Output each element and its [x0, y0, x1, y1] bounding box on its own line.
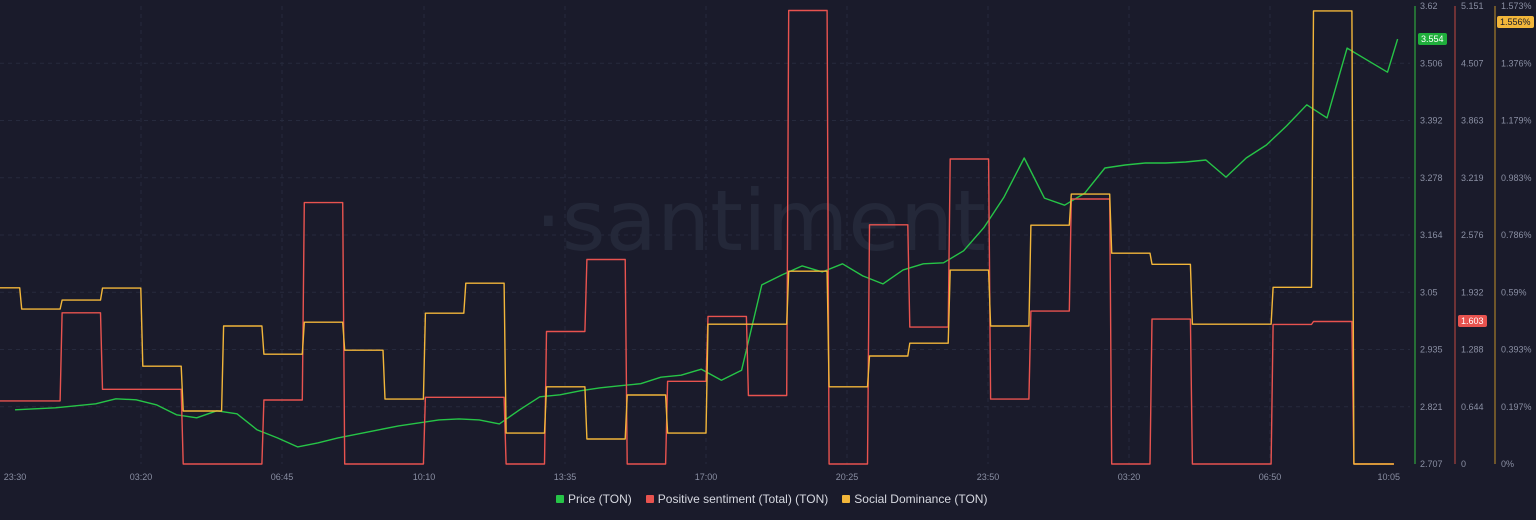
x-tick-label: 23:30	[4, 472, 27, 482]
price-y-tick-label: 2.707	[1420, 459, 1443, 469]
sentiment-last-value-badge: 1.603	[1458, 315, 1487, 327]
sentiment-y-tick-label: 1.932	[1461, 287, 1484, 297]
dominance-y-tick-label: 0.393%	[1501, 345, 1532, 355]
price-y-tick-label: 3.62	[1420, 1, 1438, 11]
santiment-watermark: ·santiment	[535, 172, 986, 270]
price-y-tick-label: 2.935	[1420, 345, 1443, 355]
dominance-y-tick-label: 1.376%	[1501, 58, 1532, 68]
dominance-y-tick-label: 0.59%	[1501, 287, 1527, 297]
x-tick-label: 06:45	[271, 472, 294, 482]
dominance-y-tick-label: 0.197%	[1501, 402, 1532, 412]
price-swatch-icon	[556, 495, 564, 503]
axes-layer: 23:30 03:20 06:45 10:10 13:35 17:00 20:25 23:50…	[4, 1, 1532, 482]
legend-label: Positive sentiment (Total) (TON)	[657, 492, 829, 506]
price-last-value-badge: 3.554	[1418, 33, 1447, 45]
legend-item-price[interactable]: Price (TON)	[556, 492, 632, 506]
x-tick-label: 03:20	[130, 472, 153, 482]
legend-item-sentiment[interactable]: Positive sentiment (Total) (TON)	[645, 492, 829, 506]
price-y-tick-label: 3.392	[1420, 116, 1443, 126]
dominance-y-tick-label: 0.983%	[1501, 173, 1532, 183]
legend: Price (TON) Positive sentiment (Total) (…	[556, 492, 987, 506]
sentiment-swatch-icon	[645, 495, 654, 503]
gridlines	[0, 6, 1410, 464]
sentiment-y-tick-label: 5.151	[1461, 1, 1484, 11]
legend-label: Price (TON)	[568, 492, 632, 506]
sentiment-series-line	[0, 9, 1394, 465]
price-y-tick-label: 3.05	[1420, 287, 1438, 297]
price-series-line	[14, 38, 1399, 448]
x-tick-label: 17:00	[695, 472, 718, 482]
x-tick-label: 03:20	[1118, 472, 1141, 482]
x-tick-label: 10:05	[1377, 472, 1400, 482]
legend-label: Social Dominance (TON)	[854, 492, 988, 506]
x-tick-label: 06:50	[1259, 472, 1282, 482]
sentiment-y-tick-label: 3.863	[1461, 116, 1484, 126]
series-layer	[0, 9, 1399, 465]
sentiment-y-tick-label: 1.288	[1461, 345, 1484, 355]
dominance-swatch-icon	[842, 495, 851, 503]
legend-item-dominance[interactable]: Social Dominance (TON)	[842, 492, 987, 506]
price-y-tick-label: 3.278	[1420, 173, 1443, 183]
dominance-series-line	[0, 10, 1394, 465]
price-y-tick-label: 3.164	[1420, 230, 1443, 240]
price-y-tick-label: 2.821	[1420, 402, 1443, 412]
sentiment-y-tick-label: 3.219	[1461, 173, 1484, 183]
chart-area: ·santiment 23:30 03:20 06:45 10:10 13:35 17:0…	[0, 1, 1532, 482]
x-tick-label: 23:50	[977, 472, 1000, 482]
x-tick-label: 10:10	[413, 472, 436, 482]
dominance-y-tick-label: 1.573%	[1501, 1, 1532, 11]
sentiment-y-tick-label: 0.644	[1461, 402, 1484, 412]
sentiment-y-tick-label: 4.507	[1461, 58, 1484, 68]
sentiment-y-tick-label: 0	[1461, 459, 1466, 469]
x-tick-label: 20:25	[836, 472, 859, 482]
dominance-y-tick-label: 0%	[1501, 459, 1514, 469]
dominance-y-tick-label: 1.179%	[1501, 116, 1532, 126]
sentiment-y-tick-label: 2.576	[1461, 230, 1484, 240]
x-tick-label: 13:35	[554, 472, 577, 482]
dominance-last-value-badge: 1.556%	[1497, 16, 1534, 28]
dominance-y-tick-label: 0.786%	[1501, 230, 1532, 240]
price-y-tick-label: 3.506	[1420, 58, 1443, 68]
